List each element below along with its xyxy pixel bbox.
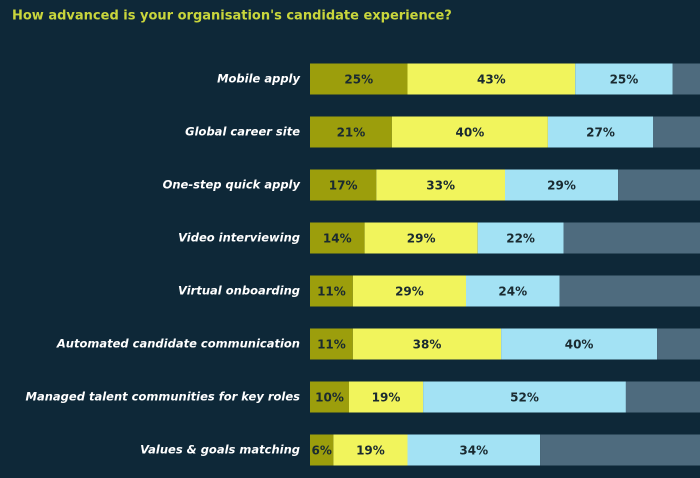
bar-segment — [333, 434, 408, 466]
bar-segment — [364, 222, 478, 254]
value-label: 6% — [312, 444, 332, 458]
bar-segment — [653, 116, 700, 148]
bar-segment — [352, 328, 502, 360]
bar-segment — [423, 381, 626, 413]
category-label: Virtual onboarding — [178, 284, 300, 298]
bar-segment — [310, 116, 392, 148]
value-label: 11% — [317, 285, 346, 299]
bar-segment — [310, 275, 353, 307]
bar-segment — [310, 169, 377, 201]
value-label: 29% — [547, 179, 576, 193]
bar-segment — [575, 63, 673, 95]
value-label: 29% — [407, 232, 436, 246]
value-label: 33% — [426, 179, 455, 193]
value-label: 38% — [413, 338, 442, 352]
value-label: 43% — [477, 73, 506, 87]
category-label: One-step quick apply — [163, 178, 301, 192]
bar-segment — [540, 434, 700, 466]
bar-segment — [407, 63, 576, 95]
bar-segment — [310, 328, 353, 360]
value-label: 19% — [372, 391, 401, 405]
chart-title: How advanced is your organisation's cand… — [12, 9, 452, 24]
value-label: 22% — [506, 232, 535, 246]
bar-segment — [407, 434, 541, 466]
bar-segment — [352, 275, 466, 307]
bar-segment — [310, 63, 408, 95]
value-label: 11% — [317, 338, 346, 352]
value-label: 21% — [337, 126, 366, 140]
category-label: Video interviewing — [178, 231, 300, 245]
value-label: 27% — [586, 126, 615, 140]
value-label: 25% — [610, 73, 639, 87]
bar-segment — [310, 434, 334, 466]
value-label: 14% — [323, 232, 352, 246]
bar-segment — [349, 381, 424, 413]
bar-segment — [466, 275, 560, 307]
value-label: 10% — [315, 391, 344, 405]
bar-segment — [310, 381, 349, 413]
bar-segment — [625, 381, 700, 413]
bar-segment — [547, 116, 654, 148]
bar-segment — [391, 116, 548, 148]
value-label: 25% — [344, 73, 373, 87]
value-label: 52% — [510, 391, 539, 405]
value-label: 29% — [395, 285, 424, 299]
value-label: 34% — [459, 444, 488, 458]
bar-segment — [501, 328, 658, 360]
bar-segment — [563, 222, 700, 254]
value-label: 17% — [329, 179, 358, 193]
value-label: 24% — [498, 285, 527, 299]
bar-segment — [672, 63, 700, 95]
bar-segment — [505, 169, 619, 201]
value-label: 19% — [356, 444, 385, 458]
value-label: 40% — [456, 126, 485, 140]
category-label: Global career site — [185, 125, 300, 139]
bar-segment — [657, 328, 700, 360]
bar-segment — [477, 222, 564, 254]
value-label: 40% — [565, 338, 594, 352]
category-label: Values & goals matching — [140, 443, 300, 457]
category-label: Automated candidate communication — [56, 337, 300, 351]
bar-segment — [376, 169, 505, 201]
category-label: Mobile apply — [217, 72, 300, 86]
bar-segment — [559, 275, 700, 307]
category-label: Managed talent communities for key roles — [26, 390, 301, 404]
bar-segment — [618, 169, 700, 201]
bar-segment — [310, 222, 365, 254]
